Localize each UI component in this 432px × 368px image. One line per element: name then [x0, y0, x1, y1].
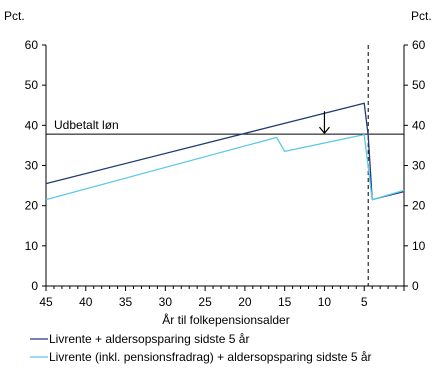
- x-tick-label: 5: [361, 295, 368, 309]
- y-tick-label-left: 0: [31, 279, 38, 293]
- ticks: 0 0 10 10 20 20 30 30 40 40 50 50 60 60 45 40 35 30 25 20 15…: [25, 38, 426, 309]
- x-tick-label: 40: [79, 295, 93, 309]
- y-axis-label-right: Pct.: [411, 9, 432, 23]
- axes: [45, 45, 405, 287]
- y-tick-label-left: 50: [25, 78, 39, 92]
- x-tick-label: 25: [198, 295, 212, 309]
- x-tick-label: 10: [318, 295, 332, 309]
- x-tick-label: 20: [238, 295, 252, 309]
- y-tick-label-right: 10: [412, 239, 426, 253]
- legend: Livrente + aldersopsparing sidste 5 år L…: [30, 332, 372, 364]
- y-tick-label-right: 30: [412, 159, 426, 173]
- chart-marks: [45, 45, 405, 286]
- y-tick-label-left: 40: [25, 118, 39, 132]
- arrow-head: [318, 126, 330, 135]
- y-axis-label-left: Pct.: [4, 9, 25, 23]
- x-tick-label: 30: [159, 295, 173, 309]
- series-2-line: [45, 133, 405, 201]
- y-tick-label-left: 20: [25, 199, 39, 213]
- legend-label-series-1: Livrente + aldersopsparing sidste 5 år: [49, 332, 249, 346]
- x-tick-label: 45: [39, 295, 53, 309]
- legend-label-series-2: Livrente (inkl. pensionsfradrag) + alder…: [49, 350, 372, 364]
- reference-line-label: Udbetalt løn: [54, 118, 119, 132]
- y-tick-label-left: 10: [25, 239, 39, 253]
- x-axis-label: År til folkepensionsalder: [162, 312, 289, 327]
- y-tick-label-right: 20: [412, 199, 426, 213]
- y-tick-label-right: 0: [412, 279, 419, 293]
- y-tick-label-right: 50: [412, 78, 426, 92]
- y-tick-label-right: 60: [412, 38, 426, 52]
- y-tick-label-left: 30: [25, 159, 39, 173]
- y-tick-label-right: 40: [412, 118, 426, 132]
- x-tick-label: 35: [119, 295, 133, 309]
- y-tick-label-left: 60: [25, 38, 39, 52]
- x-tick-label: 15: [278, 295, 292, 309]
